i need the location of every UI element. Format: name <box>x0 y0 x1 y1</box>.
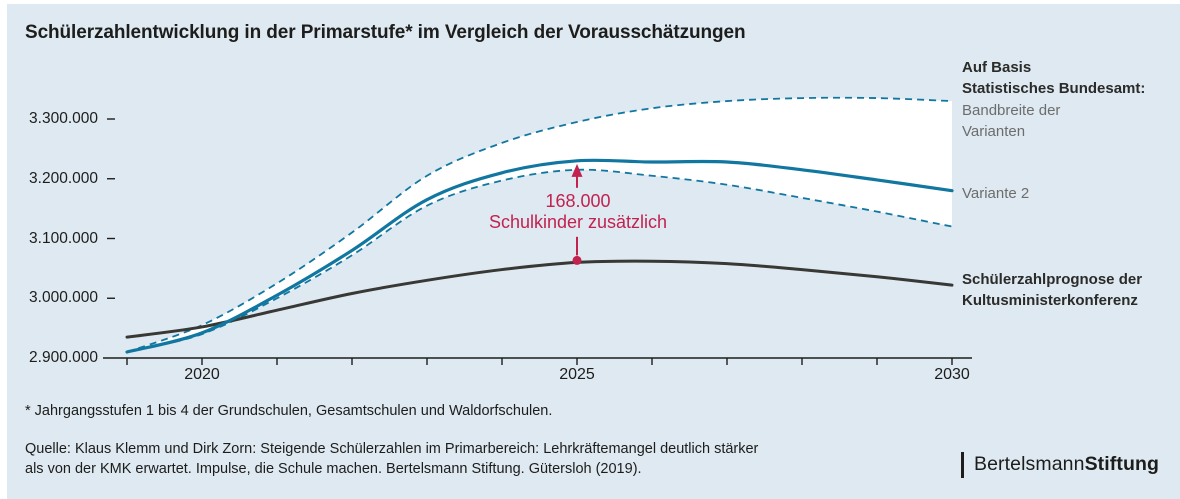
variants-band <box>127 97 952 353</box>
annotation-dot <box>572 255 582 265</box>
legend-band-line2: Varianten <box>962 123 1026 140</box>
legend-band-line1: Bandbreite der <box>962 102 1061 119</box>
source-text: Quelle: Klaus Klemm und Dirk Zorn: Steig… <box>25 439 925 479</box>
variante2-line <box>125 158 954 354</box>
annotation-arrowhead-icon <box>571 163 583 177</box>
legend-basis-line2: Statistisches Bundesamt: <box>962 80 1146 97</box>
logo-part2: Stiftung <box>1084 453 1160 475</box>
y-tick-label: 2.900.000 <box>29 349 98 366</box>
footnote: * Jahrgangsstufen 1 bis 4 der Grundschul… <box>25 403 553 419</box>
source-line1: Quelle: Klaus Klemm und Dirk Zorn: Steig… <box>25 441 759 457</box>
chart-background-panel <box>7 4 1180 499</box>
kmk-line <box>125 259 954 339</box>
bertelsmann-stiftung-logo: BertelsmannStiftung <box>961 451 1159 478</box>
band-upper-line <box>126 96 953 353</box>
y-tick-label: 3.300.000 <box>29 110 98 127</box>
legend-basis-line1: Auf Basis <box>962 59 1032 76</box>
logo-text: BertelsmannStiftung <box>974 453 1159 476</box>
x-tick-label: 2025 <box>559 366 595 383</box>
band-lower-line <box>126 168 953 353</box>
legend-variante2-label: Variante 2 <box>962 185 1030 202</box>
x-tick-label: 2030 <box>934 366 970 383</box>
logo-bar <box>961 451 964 478</box>
y-tick-label: 3.100.000 <box>29 229 98 247</box>
x-tick-label: 2020 <box>184 366 220 383</box>
y-tick-label: 3.200.000 <box>29 169 98 187</box>
page-title: Schülerzahlentwicklung in der Primarstuf… <box>25 22 746 43</box>
annotation-caption: Schulkinder zusätzlich <box>488 212 668 233</box>
annotation-value: 168.000 <box>545 190 611 211</box>
annotation-text: 168.000 Schulkinder zusätzlich <box>489 191 667 234</box>
legend-kmk-line1: Schülerzahlprognose der <box>962 271 1143 288</box>
logo-part1: Bertelsmann <box>974 453 1085 475</box>
legend-kmk-line2: Kultusministerkonferenz <box>962 292 1138 309</box>
source-line2: als von der KMK erwartet. Impulse, die S… <box>25 461 642 477</box>
y-tick-label: 3.000.000 <box>29 289 98 307</box>
